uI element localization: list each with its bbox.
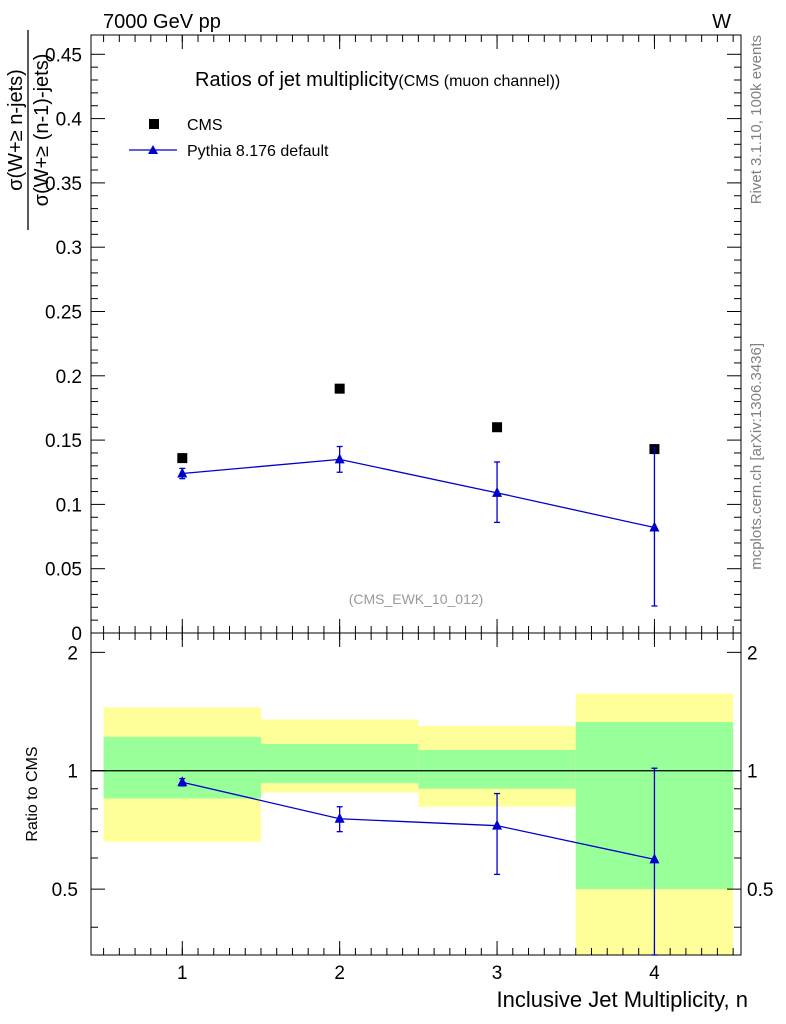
pythia-ratio-point <box>492 819 503 830</box>
x-tick-label: 3 <box>492 963 503 984</box>
y-tick-label-ratio-left: 0.5 <box>52 880 78 901</box>
x-axis-label: Inclusive Jet Multiplicity, n <box>497 987 748 1012</box>
x-tick-label: 4 <box>649 963 660 984</box>
y-tick-label-ratio-left: 1 <box>67 762 78 783</box>
pythia-ratio-point <box>649 853 660 864</box>
pythia-main-point <box>334 453 345 464</box>
cms-data-point <box>492 422 503 433</box>
analysis-id: (CMS_EWK_10_012) <box>349 591 484 607</box>
y-tick-label-main: 0 <box>71 624 82 645</box>
y-tick-label-main: 0.35 <box>45 174 82 195</box>
y-tick-label-ratio-right: 0.5 <box>747 880 773 901</box>
ratio-y-label: Ratio to CMS <box>24 746 41 841</box>
axis-ticks <box>91 35 741 955</box>
y-tick-label-main: 0.2 <box>56 367 82 388</box>
legend: CMS Pythia 8.176 default <box>129 117 329 160</box>
cms-data-point <box>334 383 345 394</box>
legend-cms-marker <box>149 119 159 129</box>
cms-data-point <box>177 453 188 464</box>
main-y-label: σ(W+≥ n-jets) σ(W+≥ (n-1)-jets) <box>5 30 53 230</box>
axes-frames <box>90 34 742 956</box>
ylabel-numerator: σ(W+≥ n-jets) <box>5 69 27 191</box>
pythia-main-line <box>182 458 655 529</box>
y-tick-label-main: 0.3 <box>56 238 82 259</box>
process-label: W <box>712 11 731 33</box>
band-inner <box>418 749 576 789</box>
tick-labels: 1 2 3 4 0 0.05 0.1 0.15 0.2 0.25 0.3 0.35 0.4 0.45 0.5… <box>45 45 773 984</box>
legend-cms-label: CMS <box>187 117 223 134</box>
x-tick-label: 2 <box>334 963 345 984</box>
band-inner <box>260 743 419 784</box>
y-tick-label-main: 0.45 <box>45 45 82 66</box>
y-tick-label-ratio-left: 2 <box>67 643 78 664</box>
energy-label: 7000 GeV pp <box>103 11 221 33</box>
pythia-main-point <box>649 521 660 532</box>
legend-mc-marker <box>148 145 158 154</box>
ratio-plot-frame <box>90 632 742 956</box>
data-marks <box>177 383 660 956</box>
y-tick-label-main: 0.4 <box>56 110 83 131</box>
mcplots-source: mcplots.cern.ch [arXiv:1306.3436] <box>748 343 765 570</box>
band-inner <box>103 736 261 799</box>
y-tick-label-main: 0.1 <box>56 495 82 516</box>
y-tick-label-ratio-right: 2 <box>747 643 758 664</box>
legend-mc-label: Pythia 8.176 default <box>187 143 329 160</box>
ylabel-denominator: σ(W+≥ (n-1)-jets) <box>31 54 53 207</box>
chart-title: Ratios of jet multiplicity(CMS (muon cha… <box>195 69 560 91</box>
pythia-main-point <box>492 486 503 497</box>
ratio-uncertainty-bands <box>91 693 741 955</box>
pythia-ratio-point <box>177 776 188 787</box>
pythia-ratio-line <box>182 781 655 861</box>
pythia-ratio-point <box>334 812 345 823</box>
pythia-main-point <box>177 467 188 478</box>
y-tick-label-main: 0.25 <box>45 302 82 323</box>
y-tick-label-main: 0.05 <box>45 560 82 581</box>
rivet-version: Rivet 3.1.10, 100k events <box>748 35 765 204</box>
x-tick-label: 1 <box>177 963 188 984</box>
y-tick-label-ratio-right: 1 <box>747 762 758 783</box>
y-tick-label-main: 0.15 <box>45 431 82 452</box>
